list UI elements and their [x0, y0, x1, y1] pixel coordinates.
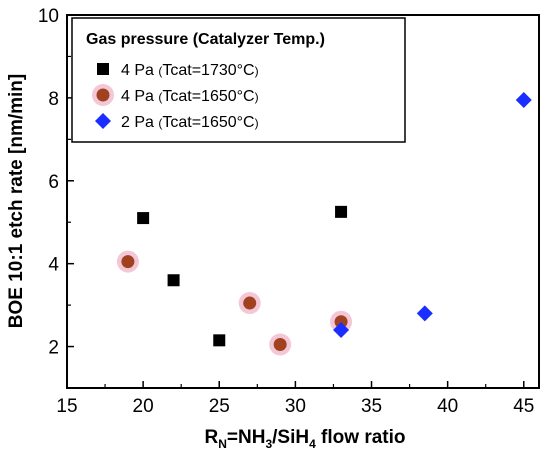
- legend-marker-circle: [96, 88, 110, 102]
- x-tick-label: 45: [513, 396, 534, 417]
- legend-label-condition-close: ): [255, 64, 259, 78]
- legend-title: Gas pressure (Catalyzer Temp.): [86, 31, 325, 48]
- data-point-circle: [334, 315, 348, 329]
- axis-ticks: [66, 14, 525, 388]
- legend: Gas pressure (Catalyzer Temp.) 4 Pa (Tca…: [71, 17, 406, 143]
- data-point-square: [335, 205, 348, 218]
- x-tick-label: 25: [209, 396, 230, 417]
- data-point-diamond: [333, 321, 350, 338]
- data-point-circle: [273, 337, 287, 351]
- x-tick-label: 30: [285, 396, 306, 417]
- legend-label-main: 2 Pa: [121, 114, 158, 131]
- legend-label-condition: (: [158, 64, 162, 78]
- legend-label-condition-body: Tcat=1650°C: [162, 114, 254, 131]
- x-tick-label: 20: [133, 396, 154, 417]
- data-point-square: [137, 212, 150, 225]
- y-axis-label: BOE 10:1 etch rate [nm/min]: [6, 74, 27, 328]
- legend-label-condition: (: [158, 90, 162, 104]
- y-tick-label: 2: [48, 338, 59, 359]
- legend-marker-square: [97, 63, 109, 75]
- legend-label-condition-close: ): [255, 90, 259, 104]
- legend-marker-diamond: [95, 113, 111, 129]
- legend-label-condition-close: ): [255, 116, 259, 130]
- legend-label: 4 Pa (Tcat=1730°C): [121, 62, 259, 79]
- y-tick-label: 10: [38, 6, 59, 27]
- x-tick-label: 15: [56, 396, 77, 417]
- y-tick-label: 4: [48, 255, 59, 276]
- data-points: [116, 91, 532, 356]
- data-point-circle: [121, 255, 135, 269]
- data-point-square: [213, 334, 226, 347]
- data-point-diamond: [515, 91, 532, 108]
- data-point-square: [167, 274, 180, 287]
- legend-label: 4 Pa (Tcat=1650°C): [121, 88, 259, 105]
- legend-label-condition-body: Tcat=1650°C: [162, 88, 254, 105]
- legend-label-condition-body: Tcat=1730°C: [162, 62, 254, 79]
- y-tick-label: 8: [48, 89, 59, 110]
- x-axis-label: RN=NH3/SiH4 flow ratio: [204, 427, 405, 451]
- legend-label: 2 Pa (Tcat=1650°C): [121, 114, 259, 131]
- legend-label-main: 4 Pa: [121, 88, 158, 105]
- legend-box: [71, 17, 406, 143]
- data-point-circle: [243, 296, 257, 310]
- y-tick-label: 6: [48, 172, 59, 193]
- x-tick-label: 40: [437, 396, 458, 417]
- legend-label-condition: (: [158, 116, 162, 130]
- tick-labels: 15 20 25 30 35 40 45 2 4 6 8 10: [38, 6, 534, 417]
- data-point-diamond: [416, 305, 433, 322]
- plot-frame: [66, 14, 540, 389]
- x-tick-label: 35: [361, 396, 382, 417]
- legend-items: 4 Pa (Tcat=1730°C)4 Pa (Tcat=1650°C)2 Pa…: [92, 62, 259, 131]
- legend-label-main: 4 Pa: [121, 62, 158, 79]
